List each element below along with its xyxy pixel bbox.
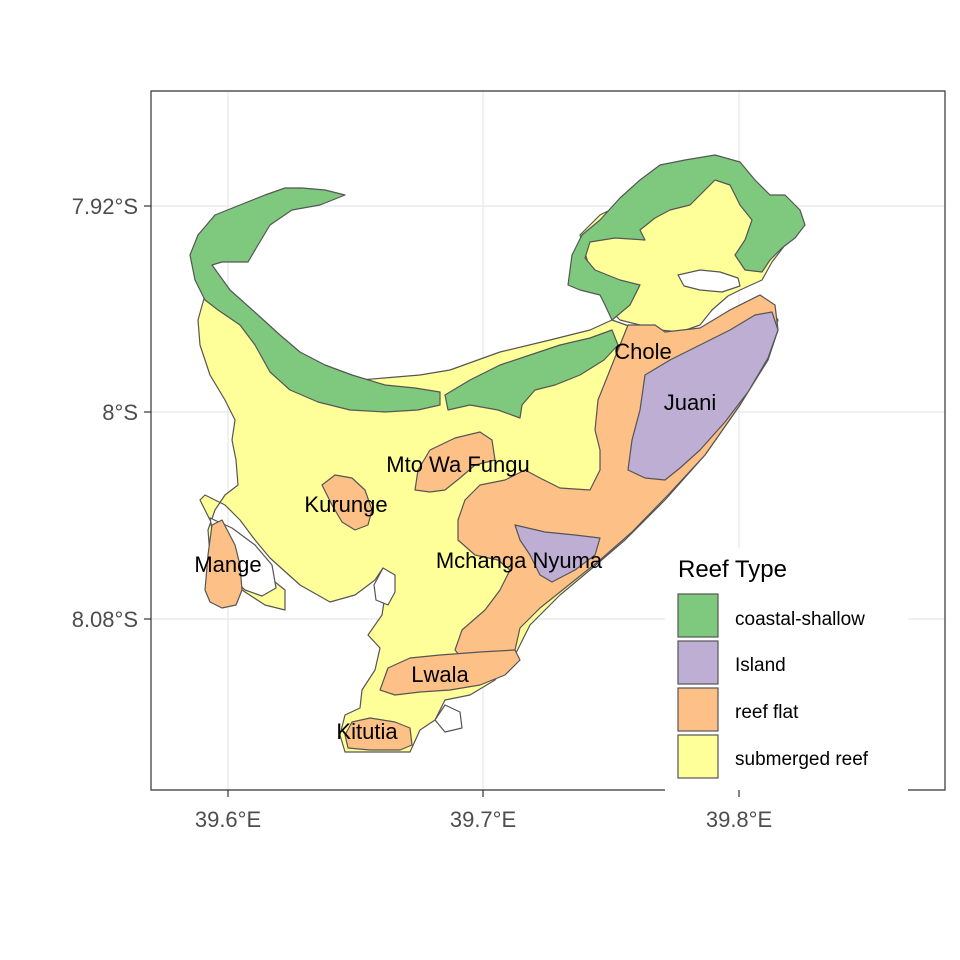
place-label-chole: Chole bbox=[614, 339, 671, 364]
legend-label-submerged-reef: submerged reef bbox=[735, 749, 869, 770]
legend-key-reef-flat bbox=[677, 687, 719, 732]
coastal-shallow-polygon-central bbox=[444, 329, 619, 419]
y-tick-label-7-92: 7.92°S bbox=[72, 194, 138, 219]
place-label-mange: Mange bbox=[194, 552, 261, 577]
island-polygon-juani bbox=[627, 311, 779, 481]
reef-flat-polygon-mto-wa-fungu bbox=[414, 431, 496, 493]
place-labels: Chole Juani Mto Wa Fungu Kurunge Mange M… bbox=[194, 339, 716, 744]
place-label-mto-wa-fungu: Mto Wa Fungu bbox=[386, 452, 529, 477]
reef-flat-polygon-lwala bbox=[379, 649, 521, 696]
panel-border bbox=[150, 90, 946, 791]
legend-key-coastal-shallow bbox=[677, 593, 719, 638]
coastal-shallow-polygon-northeast bbox=[567, 154, 806, 321]
island-polygon-mchanga-nyuma bbox=[514, 524, 601, 583]
reef-flat-polygon-kitutia bbox=[344, 717, 413, 751]
coastal-shallow-polygon-arc bbox=[189, 187, 441, 413]
place-label-lwala: Lwala bbox=[411, 662, 469, 687]
x-tick-label-39-6: 39.6°E bbox=[195, 807, 261, 832]
legend-label-coastal-shallow: coastal-shallow bbox=[735, 609, 865, 630]
water-gap-southwest bbox=[373, 567, 396, 606]
place-label-juani: Juani bbox=[664, 390, 717, 415]
island-layer bbox=[514, 311, 779, 583]
legend-label-island: Island bbox=[735, 655, 786, 676]
place-label-kurunge: Kurunge bbox=[304, 492, 387, 517]
reef-flat-polygon-kurunge bbox=[321, 474, 373, 531]
coastal-shallow-layer bbox=[189, 154, 806, 419]
legend-title: Reef Type bbox=[678, 556, 787, 583]
legend-key-island bbox=[677, 640, 719, 685]
x-axis-labels: 39.6°E 39.7°E 39.8°E bbox=[195, 807, 772, 832]
legend-label-reef-flat: reef flat bbox=[735, 702, 799, 723]
legend: Reef Type coastal-shallow Island reef fl… bbox=[677, 556, 869, 779]
y-tick-label-8: 8°S bbox=[102, 400, 138, 425]
x-tick-label-39-8: 39.8°E bbox=[706, 807, 772, 832]
x-tick-label-39-7: 39.7°E bbox=[450, 807, 516, 832]
y-tick-label-8-08: 8.08°S bbox=[72, 607, 138, 632]
water-gap-south bbox=[434, 704, 463, 733]
reef-flat-polygon-mange bbox=[204, 519, 243, 609]
y-axis-labels: 7.92°S 8°S 8.08°S bbox=[72, 194, 138, 632]
legend-key-submerged-reef bbox=[677, 734, 719, 779]
water-gap-north bbox=[677, 269, 741, 293]
place-label-kitutia: Kitutia bbox=[336, 719, 398, 744]
place-label-mchanga-nyuma: Mchanga Nyuma bbox=[436, 548, 603, 573]
axis-ticks bbox=[144, 205, 740, 797]
